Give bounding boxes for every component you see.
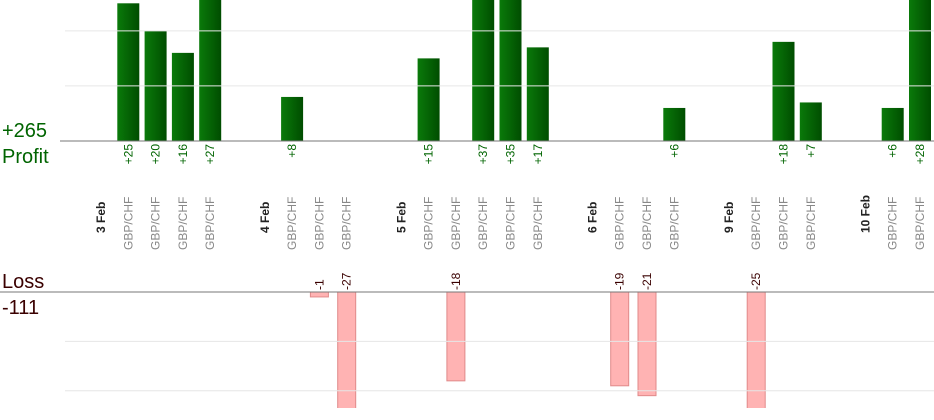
category-label: GBP/CHF — [476, 197, 490, 250]
value-label: +25 — [121, 144, 135, 165]
value-label: -27 — [340, 272, 354, 290]
value-label: -25 — [749, 272, 763, 290]
date-label: 10 Feb — [858, 195, 872, 233]
value-label: +16 — [176, 144, 190, 165]
date-label: 4 Feb — [258, 202, 272, 233]
profit-bar — [909, 0, 931, 141]
profit-bars — [117, 0, 931, 141]
loss-bar — [337, 292, 357, 408]
loss-bar — [610, 292, 630, 387]
value-label: +20 — [149, 144, 163, 165]
value-label: -1 — [312, 279, 326, 290]
category-label: GBP/CHF — [777, 197, 791, 250]
category-label: GBP/CHF — [804, 197, 818, 250]
category-label: GBP/CHF — [121, 197, 135, 250]
category-label: GBP/CHF — [149, 197, 163, 250]
category-label: GBP/CHF — [504, 197, 518, 250]
profit-bar — [117, 3, 140, 141]
category-label: GBP/CHF — [176, 197, 190, 250]
category-label: GBP/CHF — [640, 197, 654, 250]
profit-bar — [526, 47, 549, 141]
profit-total: +265 — [2, 120, 47, 142]
category-label: GBP/CHF — [613, 197, 627, 250]
value-label: +18 — [777, 144, 791, 165]
category-label: GBP/CHF — [449, 197, 463, 250]
category-label: GBP/CHF — [749, 197, 763, 250]
profit-bar — [199, 0, 222, 141]
category-label: GBP/CHF — [312, 197, 326, 250]
loss-total: -111 — [2, 297, 39, 319]
profit-bar — [281, 96, 304, 141]
value-label: +6 — [886, 144, 900, 158]
loss-bar — [746, 292, 766, 408]
category-label: GBP/CHF — [886, 197, 900, 250]
value-label: +37 — [476, 144, 490, 165]
loss-bar — [309, 292, 329, 298]
loss-bar — [637, 292, 657, 397]
profit-bar — [772, 41, 795, 141]
loss-label: Loss — [2, 271, 44, 293]
profit-bar — [417, 58, 440, 141]
profit-label: Profit — [2, 146, 49, 168]
value-label: +17 — [531, 144, 545, 165]
category-label: GBP/CHF — [285, 197, 299, 250]
profit-bar — [472, 0, 495, 141]
date-label: 5 Feb — [394, 202, 408, 233]
value-label: +28 — [913, 144, 927, 165]
value-label: -21 — [640, 272, 654, 290]
category-label: GBP/CHF — [340, 197, 354, 250]
value-label: +8 — [285, 144, 299, 158]
date-label: 9 Feb — [722, 202, 736, 233]
value-label: +7 — [804, 144, 818, 158]
category-label: GBP/CHF — [667, 197, 681, 250]
category-label: GBP/CHF — [531, 197, 545, 250]
value-label: +35 — [504, 144, 518, 165]
date-label: 6 Feb — [585, 202, 599, 233]
category-label: GBP/CHF — [913, 197, 927, 250]
category-label: GBP/CHF — [422, 197, 436, 250]
profit-bar — [499, 0, 522, 141]
profit-bar — [799, 102, 822, 141]
loss-bar — [446, 292, 466, 382]
loss-bars — [309, 292, 766, 408]
date-label: 3 Feb — [94, 202, 108, 233]
value-label: +27 — [203, 144, 217, 165]
profit-bar — [663, 107, 686, 141]
category-label: GBP/CHF — [203, 197, 217, 250]
profit-bar — [881, 107, 904, 141]
value-label: +15 — [422, 144, 436, 165]
value-label: -19 — [613, 272, 627, 290]
value-label: +6 — [667, 144, 681, 158]
value-label: -18 — [449, 272, 463, 290]
profit-bar — [171, 52, 194, 141]
